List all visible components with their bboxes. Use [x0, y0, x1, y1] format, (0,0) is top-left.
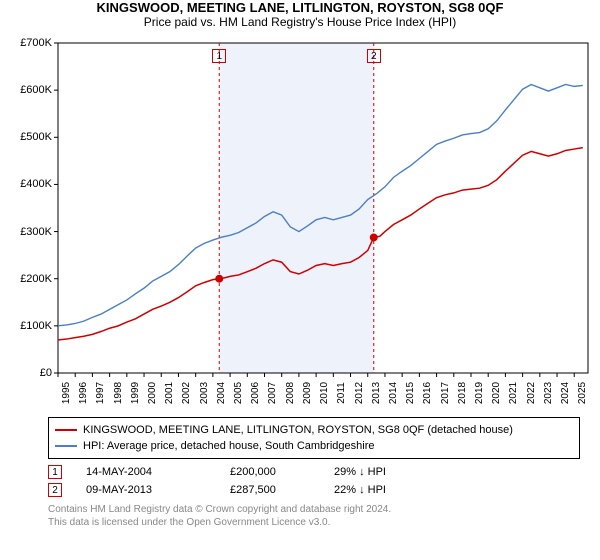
y-tick-label: £700K: [10, 37, 52, 49]
legend-item: HPI: Average price, detached house, Sout…: [55, 438, 573, 454]
event-date: 09-MAY-2013: [86, 484, 206, 496]
x-tick-label: 1996: [78, 382, 89, 404]
x-tick-label: 2001: [164, 382, 175, 404]
vertical-marker-label: 2: [367, 49, 381, 63]
x-tick-label: 2012: [354, 382, 365, 404]
legend-label: KINGSWOOD, MEETING LANE, LITLINGTON, ROY…: [83, 424, 513, 436]
vertical-marker-label: 1: [212, 49, 226, 63]
chart-title: KINGSWOOD, MEETING LANE, LITLINGTON, ROY…: [0, 0, 600, 15]
x-tick-label: 2019: [474, 382, 485, 404]
y-tick-label: £0: [10, 367, 52, 379]
y-tick-label: £400K: [10, 178, 52, 190]
x-tick-label: 2005: [233, 382, 244, 404]
legend-item: KINGSWOOD, MEETING LANE, LITLINGTON, ROY…: [55, 422, 573, 438]
event-date: 14-MAY-2004: [86, 466, 206, 478]
legend-swatch: [55, 429, 77, 431]
event-row: 1 14-MAY-2004 £200,000 29% ↓ HPI: [48, 463, 580, 481]
x-tick-label: 2004: [216, 382, 227, 404]
x-tick-label: 1998: [113, 382, 124, 404]
event-price: £200,000: [230, 466, 310, 478]
x-tick-label: 2013: [371, 382, 382, 404]
legend-swatch: [55, 445, 77, 447]
x-tick-label: 2015: [405, 382, 416, 404]
event-marker: 2: [48, 483, 62, 497]
chart-svg: [10, 33, 590, 413]
x-tick-label: 1995: [61, 382, 72, 404]
footnote: Contains HM Land Registry data © Crown c…: [48, 503, 580, 529]
event-row: 2 09-MAY-2013 £287,500 22% ↓ HPI: [48, 481, 580, 499]
x-tick-label: 2025: [577, 382, 588, 404]
chart-subtitle: Price paid vs. HM Land Registry's House …: [0, 15, 600, 29]
y-tick-label: £100K: [10, 320, 52, 332]
x-tick-label: 2014: [388, 382, 399, 404]
legend: KINGSWOOD, MEETING LANE, LITLINGTON, ROY…: [48, 417, 580, 459]
x-tick-label: 2018: [457, 382, 468, 404]
y-tick-label: £500K: [10, 131, 52, 143]
x-tick-label: 2020: [491, 382, 502, 404]
x-tick-label: 1997: [95, 382, 106, 404]
x-tick-label: 2021: [508, 382, 519, 404]
y-tick-label: £200K: [10, 273, 52, 285]
x-tick-label: 2017: [440, 382, 451, 404]
footnote-line-1: Contains HM Land Registry data © Crown c…: [48, 503, 580, 516]
event-price: £287,500: [230, 484, 310, 496]
x-tick-label: 2010: [319, 382, 330, 404]
x-tick-label: 2016: [422, 382, 433, 404]
events-table: 1 14-MAY-2004 £200,000 29% ↓ HPI 2 09-MAY-201…: [48, 463, 580, 499]
x-tick-label: 2006: [250, 382, 261, 404]
x-tick-label: 2000: [147, 382, 158, 404]
chart-area: £0 £100K £200K £300K £400K £500K £600K £700K 199…: [10, 33, 590, 413]
y-tick-label: £300K: [10, 226, 52, 238]
x-tick-label: 2002: [181, 382, 192, 404]
event-diff: 22% ↓ HPI: [334, 484, 424, 496]
event-diff: 29% ↓ HPI: [334, 466, 424, 478]
x-tick-label: 2003: [199, 382, 210, 404]
x-tick-label: 2011: [336, 382, 347, 404]
x-tick-label: 2008: [285, 382, 296, 404]
legend-label: HPI: Average price, detached house, Sout…: [83, 440, 374, 452]
x-tick-label: 2009: [302, 382, 313, 404]
y-tick-label: £600K: [10, 84, 52, 96]
x-tick-label: 1999: [130, 382, 141, 404]
x-tick-label: 2007: [267, 382, 278, 404]
x-tick-label: 2023: [543, 382, 554, 404]
event-marker: 1: [48, 465, 62, 479]
footnote-line-2: This data is licensed under the Open Gov…: [48, 516, 580, 529]
x-tick-label: 2024: [560, 382, 571, 404]
x-tick-label: 2022: [526, 382, 537, 404]
